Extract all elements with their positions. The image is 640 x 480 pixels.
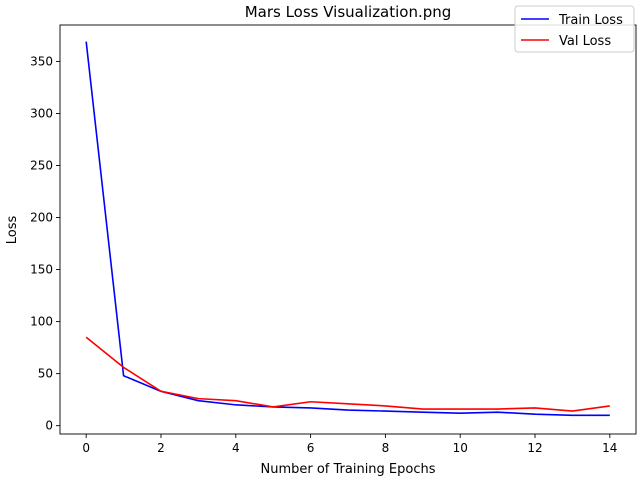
- x-axis-label: Number of Training Epochs: [260, 462, 435, 477]
- legend-entry-label: Val Loss: [559, 34, 611, 49]
- y-tick-label: 350: [30, 54, 53, 68]
- y-tick-label: 250: [30, 158, 53, 172]
- y-tick-label: 300: [30, 106, 53, 120]
- x-tick-label: 6: [307, 441, 315, 455]
- legend: Train Loss Val Loss: [514, 5, 635, 53]
- axes-frame: [59, 24, 637, 435]
- chart-title: Mars Loss Visualization.png: [245, 3, 452, 21]
- y-tick-label: 50: [38, 367, 53, 381]
- x-tick-label: 12: [527, 441, 542, 455]
- series-layer: [85, 41, 610, 417]
- y-tick-label: 0: [45, 419, 53, 433]
- x-tick-label: 8: [382, 441, 390, 455]
- y-tick-label: 100: [30, 315, 53, 329]
- x-tick-label: 0: [82, 441, 90, 455]
- y-tick-label: 200: [30, 211, 53, 225]
- axes-layer: 0 2 4 6 8 10 12 14 0 50 100 150 200 250 300 350: [30, 24, 637, 455]
- legend-entry-label: Train Loss: [558, 13, 623, 28]
- y-tick-label: 150: [30, 263, 53, 277]
- x-tick-label: 4: [232, 441, 240, 455]
- series-line-val-loss: [85, 336, 610, 412]
- x-tick-label: 10: [453, 441, 468, 455]
- x-tick-label: 14: [602, 441, 617, 455]
- y-axis-label: Loss: [5, 216, 20, 245]
- x-tick-label: 2: [157, 441, 165, 455]
